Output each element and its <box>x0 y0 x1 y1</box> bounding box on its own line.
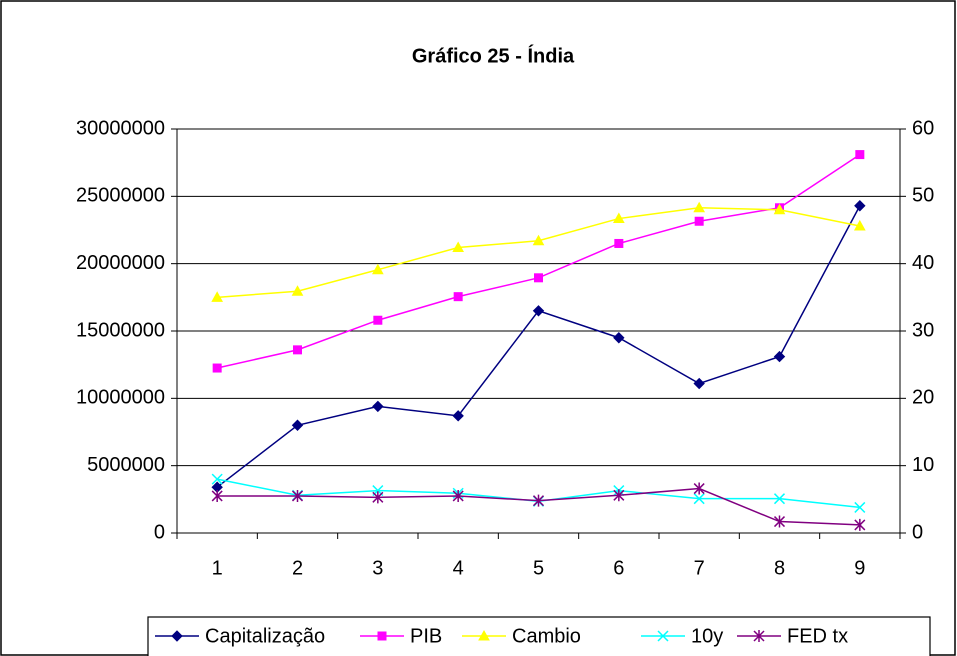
legend-label: Cambio <box>512 625 581 647</box>
data-point <box>854 518 866 531</box>
y2-tick-label: 30 <box>912 319 934 341</box>
data-point <box>452 489 464 502</box>
legend-marker <box>171 630 183 642</box>
legend-label: 10y <box>691 625 723 647</box>
data-point <box>694 216 704 226</box>
data-point <box>613 332 625 344</box>
chart-title: Gráfico 25 - Índia <box>412 44 575 67</box>
data-point <box>372 491 384 504</box>
data-point <box>693 201 706 213</box>
data-point <box>693 493 705 505</box>
data-point <box>855 150 865 160</box>
data-point <box>211 489 223 502</box>
legend-marker <box>478 629 490 641</box>
data-point <box>853 219 866 231</box>
data-point <box>773 203 786 215</box>
x-tick-label: 4 <box>453 557 464 579</box>
data-point <box>773 350 786 363</box>
data-point <box>291 419 304 431</box>
y-tick-label: 10000000 <box>76 387 165 409</box>
y2-tick-label: 10 <box>912 454 934 476</box>
data-point <box>854 200 866 212</box>
data-point <box>854 501 866 513</box>
data-point <box>534 273 543 283</box>
data-point <box>211 473 223 485</box>
data-point <box>532 305 545 317</box>
data-point <box>291 285 304 296</box>
x-tick-label: 8 <box>774 557 785 579</box>
y-tick-label: 20000000 <box>76 252 165 274</box>
data-point <box>532 494 545 507</box>
x-tick-label: 6 <box>613 557 624 579</box>
data-point <box>453 292 463 302</box>
y-tick-label: 30000000 <box>76 117 165 139</box>
data-point <box>291 489 304 502</box>
data-point <box>693 377 705 390</box>
data-point <box>612 212 625 224</box>
legend-label: FED tx <box>787 625 848 647</box>
y-tick-label: 15000000 <box>76 319 165 341</box>
x-tick-label: 7 <box>694 557 705 579</box>
y-tick-label: 5000000 <box>87 454 165 476</box>
legend-box <box>147 616 931 656</box>
x-tick-label: 5 <box>533 557 544 579</box>
data-point <box>293 345 302 355</box>
y-tick-label: 0 <box>154 521 165 543</box>
y2-tick-label: 20 <box>912 387 934 409</box>
y2-tick-label: 60 <box>912 117 934 139</box>
x-tick-label: 9 <box>854 557 865 579</box>
x-tick-label: 2 <box>292 557 303 579</box>
data-point <box>372 400 384 413</box>
y2-tick-label: 0 <box>912 521 923 543</box>
x-tick-label: 1 <box>212 557 223 579</box>
data-point <box>371 263 384 275</box>
data-point <box>452 241 465 253</box>
legend-marker <box>377 631 387 641</box>
data-point <box>532 234 545 246</box>
data-point <box>773 493 786 505</box>
legend-label: Capitalização <box>205 625 325 647</box>
legend-marker <box>753 630 765 642</box>
x-tick-label: 3 <box>372 557 383 579</box>
data-point <box>211 291 224 302</box>
legend-marker <box>657 630 669 642</box>
y2-tick-label: 50 <box>912 185 934 207</box>
data-point <box>773 515 786 528</box>
data-point <box>614 238 624 248</box>
data-point <box>693 482 705 495</box>
y2-tick-label: 40 <box>912 252 934 274</box>
data-point <box>452 410 464 422</box>
data-point <box>212 363 222 373</box>
data-point <box>373 315 383 325</box>
legend-label: PIB <box>410 625 442 647</box>
y-tick-label: 25000000 <box>76 185 165 207</box>
data-point <box>613 489 625 502</box>
